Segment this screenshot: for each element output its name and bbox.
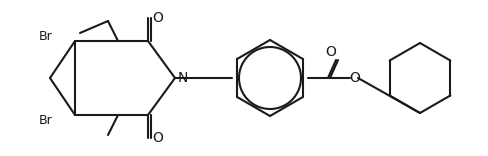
Text: Br: Br <box>39 29 53 42</box>
Text: O: O <box>153 11 163 25</box>
Text: O: O <box>349 71 361 85</box>
Text: N: N <box>178 71 188 85</box>
Text: Br: Br <box>39 114 53 127</box>
Text: O: O <box>325 45 336 59</box>
Text: O: O <box>153 131 163 145</box>
